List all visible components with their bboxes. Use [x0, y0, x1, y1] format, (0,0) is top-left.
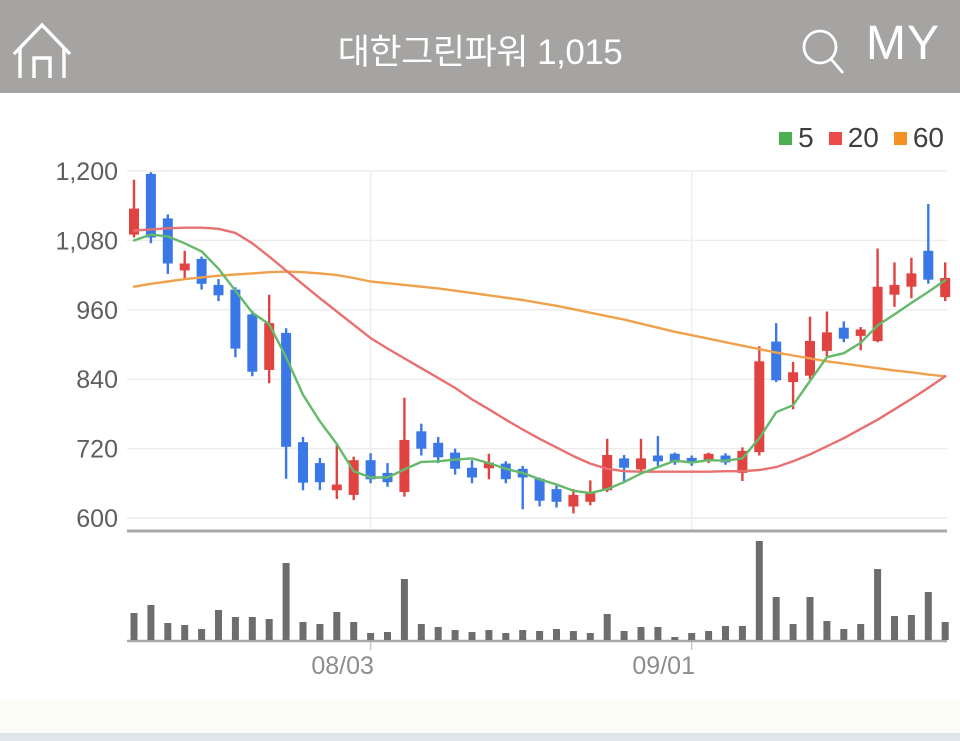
app-header: 대한그린파워 1,015 MY: [0, 0, 960, 93]
svg-text:960: 960: [76, 297, 118, 325]
legend-label: 5: [798, 122, 814, 153]
svg-text:1,080: 1,080: [55, 227, 118, 255]
legend-swatch: [828, 131, 842, 145]
legend-swatch: [779, 131, 793, 145]
legend-item-ma20: 20: [828, 122, 879, 153]
svg-text:840: 840: [76, 366, 118, 394]
page-title: 대한그린파워 1,015: [337, 33, 623, 72]
legend-label: 20: [847, 122, 879, 153]
svg-text:08/03: 08/03: [311, 652, 374, 680]
svg-text:09/01: 09/01: [632, 652, 695, 680]
svg-text:1,200: 1,200: [55, 158, 118, 186]
search-button[interactable]: [790, 16, 852, 80]
svg-text:600: 600: [76, 505, 118, 533]
search-icon: [802, 29, 845, 74]
home-icon: [12, 22, 72, 78]
legend-swatch: [893, 131, 907, 145]
legend-item-ma5: 5: [779, 124, 814, 152]
home-button[interactable]: [4, 12, 80, 84]
bottom-home-indicator-area: [0, 733, 960, 741]
legend-item-ma60: 60: [893, 122, 944, 153]
ma-legend: 5 20 60: [779, 124, 944, 152]
footer-band: [0, 701, 960, 734]
svg-text:720: 720: [76, 436, 118, 464]
legend-label: 60: [912, 122, 944, 153]
my-menu-button[interactable]: MY: [866, 17, 940, 70]
